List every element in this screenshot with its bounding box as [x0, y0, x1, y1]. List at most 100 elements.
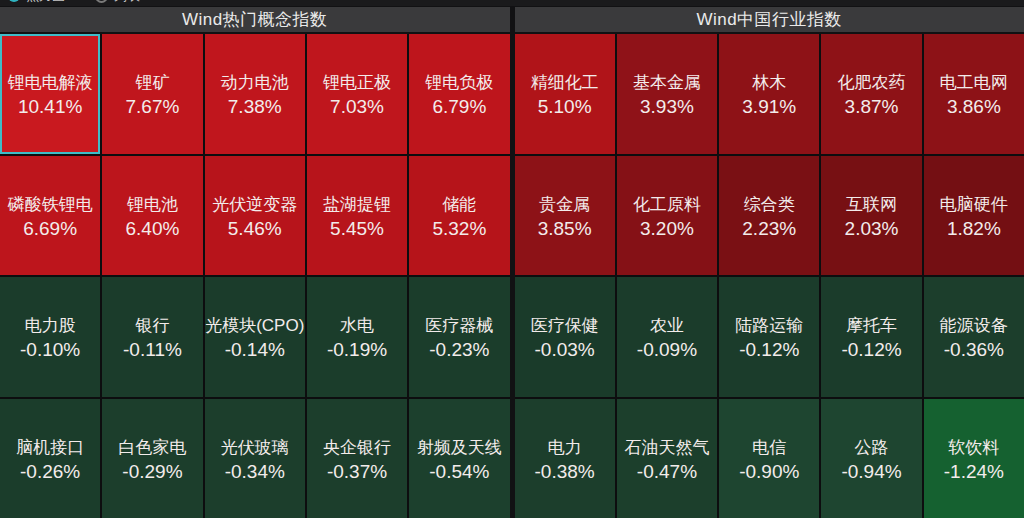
- heatmap-tile[interactable]: 磷酸铁锂电6.69%: [0, 156, 100, 276]
- tile-index-name: 盐湖提锂: [323, 191, 391, 218]
- tile-change-percent: 7.38%: [228, 96, 282, 118]
- radio-heatmap-option[interactable]: 热力图: [8, 0, 65, 5]
- tile-index-name: 光伏玻璃: [221, 434, 289, 461]
- tile-index-name: 电脑硬件: [940, 191, 1008, 218]
- heatmap-tile[interactable]: 摩托车-0.12%: [821, 277, 921, 397]
- tile-change-percent: -0.23%: [429, 339, 489, 361]
- tile-change-percent: 3.20%: [640, 218, 694, 240]
- tile-change-percent: -0.29%: [122, 461, 182, 483]
- tile-change-percent: 5.46%: [228, 218, 282, 240]
- tile-index-name: 石油天然气: [624, 434, 709, 461]
- heatmap-tile[interactable]: 央企银行-0.37%: [307, 399, 407, 518]
- heatmap-tile[interactable]: 贵金属3.85%: [515, 156, 615, 276]
- heatmap-tile[interactable]: 盐湖提锂5.45%: [307, 156, 407, 276]
- heatmap-tile[interactable]: 医疗器械-0.23%: [409, 277, 509, 397]
- tile-index-name: 化工原料: [633, 191, 701, 218]
- heatmap-tile[interactable]: 光伏逆变器5.46%: [205, 156, 305, 276]
- tile-index-name: 综合类: [744, 191, 795, 218]
- wind-heatmap-view: 热力图 列表 Wind热门概念指数 Wind中国行业指数 锂电电解液10.41%…: [0, 0, 1024, 518]
- heatmap-tile[interactable]: 医疗保健-0.03%: [515, 277, 615, 397]
- tile-index-name: 银行: [135, 312, 169, 339]
- tile-index-name: 化肥农药: [838, 69, 906, 96]
- tile-index-name: 医疗保健: [531, 312, 599, 339]
- tile-index-name: 电工电网: [940, 69, 1008, 96]
- heatmap-tile[interactable]: 石油天然气-0.47%: [617, 399, 717, 518]
- panel-title-concept: Wind热门概念指数: [0, 7, 510, 32]
- tile-change-percent: -0.03%: [535, 339, 595, 361]
- tile-index-name: 电信: [752, 434, 786, 461]
- heatmap-tile[interactable]: 银行-0.11%: [102, 277, 202, 397]
- heatmap-tile[interactable]: 水电-0.19%: [307, 277, 407, 397]
- tile-change-percent: 3.86%: [947, 96, 1001, 118]
- heatmap-tile[interactable]: 动力电池7.38%: [205, 34, 305, 154]
- heatmap-tile[interactable]: 精细化工5.10%: [515, 34, 615, 154]
- heatmap-tile[interactable]: 化肥农药3.87%: [821, 34, 921, 154]
- tile-change-percent: 3.85%: [538, 218, 592, 240]
- heatmap-tile[interactable]: 农业-0.09%: [617, 277, 717, 397]
- tile-index-name: 贵金属: [539, 191, 590, 218]
- tile-change-percent: -0.36%: [944, 339, 1004, 361]
- radio-list-option[interactable]: 列表: [95, 0, 140, 5]
- tile-index-name: 磷酸铁锂电: [8, 191, 93, 218]
- tile-index-name: 精细化工: [531, 69, 599, 96]
- radio-heatmap-label: 热力图: [26, 0, 65, 5]
- heatmap-tile[interactable]: 公路-0.94%: [821, 399, 921, 518]
- heatmap-tile[interactable]: 锂电电解液10.41%: [0, 34, 100, 154]
- industry-index-grid: 精细化工5.10%基本金属3.93%林木3.91%化肥农药3.87%电工电网3.…: [515, 34, 1024, 518]
- tile-index-name: 锂矿: [135, 69, 169, 96]
- tile-index-name: 能源设备: [940, 312, 1008, 339]
- tile-change-percent: -0.19%: [327, 339, 387, 361]
- tile-change-percent: 3.87%: [845, 96, 899, 118]
- heatmap-tile[interactable]: 基本金属3.93%: [617, 34, 717, 154]
- heatmap-tile[interactable]: 光伏玻璃-0.34%: [205, 399, 305, 518]
- heatmap-tile[interactable]: 储能5.32%: [409, 156, 509, 276]
- heatmap-tile[interactable]: 电力股-0.10%: [0, 277, 100, 397]
- tile-change-percent: -0.47%: [637, 461, 697, 483]
- tile-change-percent: -0.54%: [429, 461, 489, 483]
- tile-index-name: 锂电负极: [425, 69, 493, 96]
- heatmap-tile[interactable]: 综合类2.23%: [719, 156, 819, 276]
- tile-index-name: 射频及天线: [417, 434, 502, 461]
- tile-index-name: 公路: [855, 434, 889, 461]
- tile-index-name: 水电: [340, 312, 374, 339]
- heatmap-tile[interactable]: 锂电负极6.79%: [409, 34, 509, 154]
- tile-index-name: 电力股: [25, 312, 76, 339]
- heatmap-tile[interactable]: 光模块(CPO)-0.14%: [205, 277, 305, 397]
- tile-change-percent: -0.94%: [841, 461, 901, 483]
- tile-index-name: 软饮料: [948, 434, 999, 461]
- tile-change-percent: -0.26%: [20, 461, 80, 483]
- tile-change-percent: 10.41%: [18, 96, 82, 118]
- heatmap-tile[interactable]: 互联网2.03%: [821, 156, 921, 276]
- heatmap-tile[interactable]: 电信-0.90%: [719, 399, 819, 518]
- radio-selected-icon: [8, 0, 20, 2]
- concept-index-grid: 锂电电解液10.41%锂矿7.67%动力电池7.38%锂电正极7.03%锂电负极…: [0, 34, 510, 518]
- heatmap-tile[interactable]: 陆路运输-0.12%: [719, 277, 819, 397]
- tile-index-name: 农业: [650, 312, 684, 339]
- tile-index-name: 陆路运输: [735, 312, 803, 339]
- heatmap-tile[interactable]: 电力-0.38%: [515, 399, 615, 518]
- heatmap-tile[interactable]: 林木3.91%: [719, 34, 819, 154]
- tile-change-percent: -0.90%: [739, 461, 799, 483]
- tile-change-percent: 7.03%: [330, 96, 384, 118]
- tile-change-percent: -0.11%: [123, 339, 182, 361]
- tile-change-percent: 5.10%: [538, 96, 592, 118]
- heatmap-tile[interactable]: 锂电池6.40%: [102, 156, 202, 276]
- tile-change-percent: -0.14%: [225, 339, 285, 361]
- heatmap-tile[interactable]: 软饮料-1.24%: [924, 399, 1024, 518]
- heatmap-tile[interactable]: 化工原料3.20%: [617, 156, 717, 276]
- heatmap-tile[interactable]: 电工电网3.86%: [924, 34, 1024, 154]
- tile-index-name: 央企银行: [323, 434, 391, 461]
- heatmap-tile[interactable]: 电脑硬件1.82%: [924, 156, 1024, 276]
- tile-change-percent: 7.67%: [126, 96, 180, 118]
- tile-change-percent: -0.12%: [739, 339, 799, 361]
- heatmap-tile[interactable]: 能源设备-0.36%: [924, 277, 1024, 397]
- heatmap-tile[interactable]: 白色家电-0.29%: [102, 399, 202, 518]
- tile-change-percent: 2.03%: [845, 218, 899, 240]
- tile-change-percent: -1.24%: [944, 461, 1004, 483]
- tile-change-percent: -0.34%: [225, 461, 285, 483]
- heatmap-tile[interactable]: 锂矿7.67%: [102, 34, 202, 154]
- heatmap-tile[interactable]: 射频及天线-0.54%: [409, 399, 509, 518]
- heatmap-tile[interactable]: 脑机接口-0.26%: [0, 399, 100, 518]
- tile-change-percent: -0.38%: [535, 461, 595, 483]
- heatmap-tile[interactable]: 锂电正极7.03%: [307, 34, 407, 154]
